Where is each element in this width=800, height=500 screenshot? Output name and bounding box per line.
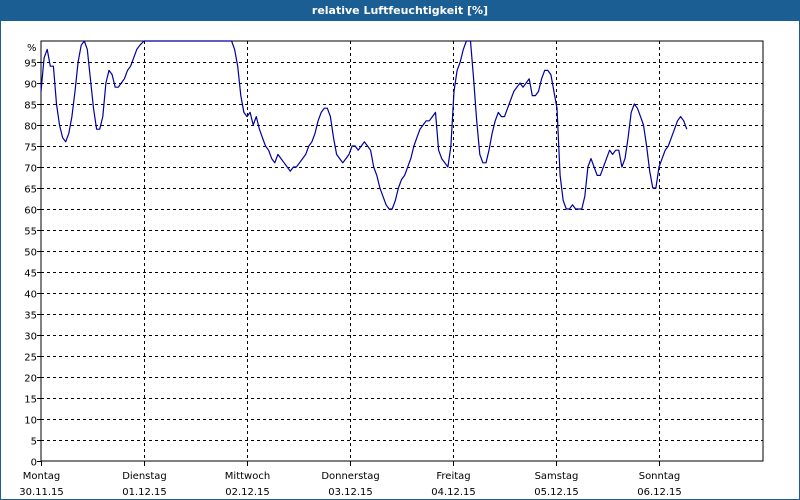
y-tick-label: 50: [24, 248, 37, 259]
y-tick-label: 15: [24, 395, 37, 406]
x-tick-day: Samstag: [535, 471, 579, 482]
y-tick-label: 0: [31, 458, 37, 469]
x-tick-date: 01.12.15: [122, 487, 167, 498]
y-tick-label: 25: [24, 353, 37, 364]
x-tick-day: Donnerstag: [321, 471, 379, 482]
grid-lines: [40, 40, 764, 462]
x-axis: Montag 30.11.15 Dienstag 01.12.15 Mittwoch 02…: [19, 461, 682, 498]
x-tick-date: 03.12.15: [328, 487, 373, 498]
y-tick-label: 35: [24, 311, 37, 322]
y-axis: 0 5 10 15 20 25 30 35 40 45 50 55 60 65 70 75 80 85 90 95: [24, 59, 41, 469]
series-layer: [40, 40, 688, 210]
chart-title: relative Luftfeuchtigkeit [%]: [1, 1, 799, 21]
x-tick-date: 30.11.15: [19, 487, 64, 498]
y-tick-label: 5: [31, 437, 37, 448]
y-tick-label: 85: [24, 101, 37, 112]
y-tick-label: 40: [24, 290, 37, 301]
y-unit-label: %: [27, 43, 37, 54]
y-tick-label: 60: [24, 206, 37, 217]
y-tick-label: 95: [24, 59, 37, 70]
y-tick-label: 75: [24, 143, 37, 154]
x-tick-day: Freitag: [436, 471, 470, 482]
x-tick-day: Sonntag: [639, 471, 681, 482]
y-tick-label: 10: [24, 416, 37, 427]
humidity-series-line: [40, 40, 688, 210]
y-tick-label: 20: [24, 374, 37, 385]
y-tick-label: 70: [24, 164, 37, 175]
x-tick-day: Mittwoch: [225, 471, 270, 482]
x-tick-date: 06.12.15: [637, 487, 682, 498]
y-tick-label: 55: [24, 227, 37, 238]
y-tick-label: 45: [24, 269, 37, 280]
x-tick-date: 04.12.15: [431, 487, 476, 498]
x-tick-date: 05.12.15: [534, 487, 579, 498]
x-tick-day: Montag: [23, 471, 60, 482]
y-tick-label: 90: [24, 80, 37, 91]
x-tick-date: 02.12.15: [225, 487, 270, 498]
y-tick-label: 30: [24, 332, 37, 343]
y-tick-label: 80: [24, 122, 37, 133]
y-tick-label: 65: [24, 185, 37, 196]
x-tick-day: Dienstag: [122, 471, 167, 482]
